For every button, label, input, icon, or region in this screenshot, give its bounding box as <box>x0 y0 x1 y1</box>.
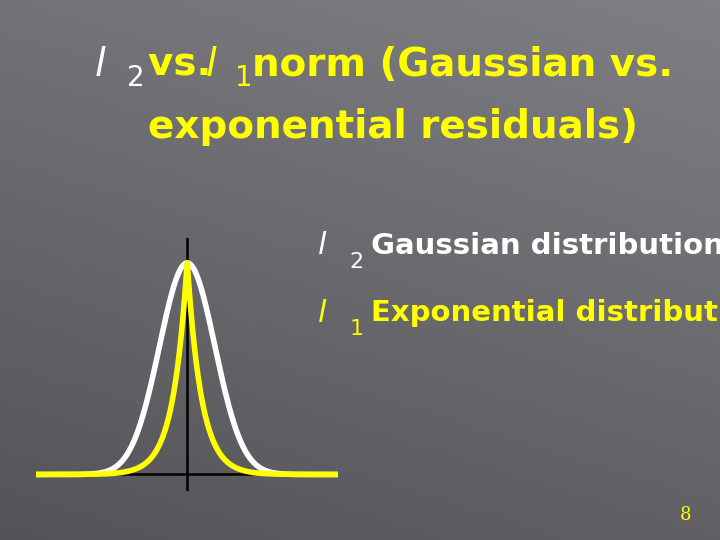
Text: Exponential distribution: Exponential distribution <box>371 299 720 327</box>
Text: $\it{l}$: $\it{l}$ <box>205 46 218 84</box>
Text: $\it{l}$: $\it{l}$ <box>317 298 327 329</box>
Text: Gaussian distribution: Gaussian distribution <box>371 232 720 260</box>
Text: $1$: $1$ <box>234 65 251 92</box>
Text: $1$: $1$ <box>349 319 364 340</box>
Text: norm (Gaussian vs.: norm (Gaussian vs. <box>252 46 673 84</box>
Text: $\it{l}$: $\it{l}$ <box>94 46 107 84</box>
Text: vs.: vs. <box>148 46 225 84</box>
Text: exponential residuals): exponential residuals) <box>148 108 638 146</box>
Text: 8: 8 <box>680 506 691 524</box>
Text: $2$: $2$ <box>126 65 143 92</box>
Text: $2$: $2$ <box>349 251 363 273</box>
Text: $\it{l}$: $\it{l}$ <box>317 230 327 261</box>
